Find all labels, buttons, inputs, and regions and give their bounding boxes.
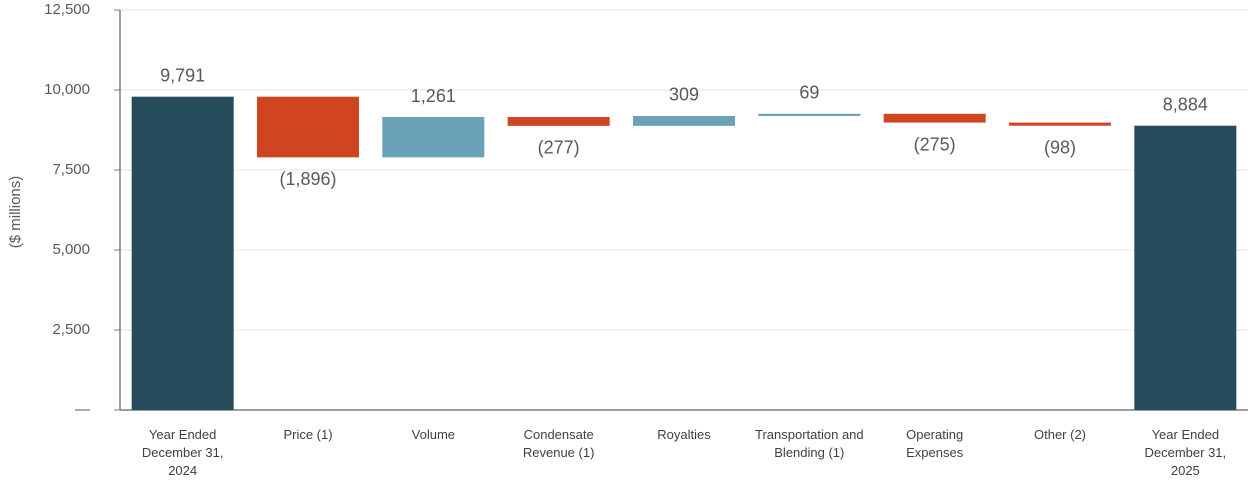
bar	[1009, 122, 1111, 126]
bar	[382, 117, 485, 158]
y-tick-label: 12,500	[44, 1, 90, 18]
data-label: (275)	[914, 134, 956, 154]
x-tick-label: Year Ended December 31, 2024	[141, 427, 224, 478]
x-tick-label: Operating Expenses	[906, 427, 964, 460]
data-label: 8,884	[1163, 94, 1208, 114]
y-axis-label: ($ millions)	[7, 176, 24, 249]
y-tick-label: 2,500	[52, 321, 90, 338]
x-tick-label: Volume	[411, 427, 456, 442]
bar	[758, 113, 861, 116]
bar	[883, 113, 986, 123]
data-label: 1,261	[411, 86, 456, 106]
y-tick-label: 10,000	[44, 81, 90, 98]
data-label: (277)	[538, 138, 580, 158]
data-label: 9,791	[160, 65, 205, 85]
bar	[507, 117, 610, 126]
bar	[131, 96, 234, 411]
y-tick-label: 5,000	[52, 241, 90, 258]
y-tick-label: 7,500	[52, 161, 90, 178]
x-tick-label: Transportation and Blending (1)	[755, 427, 864, 460]
x-tick-label: Royalties	[657, 427, 711, 442]
data-label: 69	[799, 83, 819, 103]
data-label: 309	[669, 85, 699, 105]
x-tick-label: Other (2)	[1033, 427, 1086, 442]
x-tick-label: Year Ended December 31, 2025	[1144, 427, 1227, 478]
bar	[633, 115, 735, 126]
x-tick-label: Condensate Revenue (1)	[522, 427, 595, 460]
y-tick-label: —	[75, 401, 90, 418]
data-label: (1,896)	[279, 169, 336, 189]
data-label: (98)	[1044, 137, 1076, 157]
bar	[257, 96, 359, 158]
x-tick-label: Price (1)	[283, 427, 333, 442]
bar	[1134, 125, 1237, 410]
